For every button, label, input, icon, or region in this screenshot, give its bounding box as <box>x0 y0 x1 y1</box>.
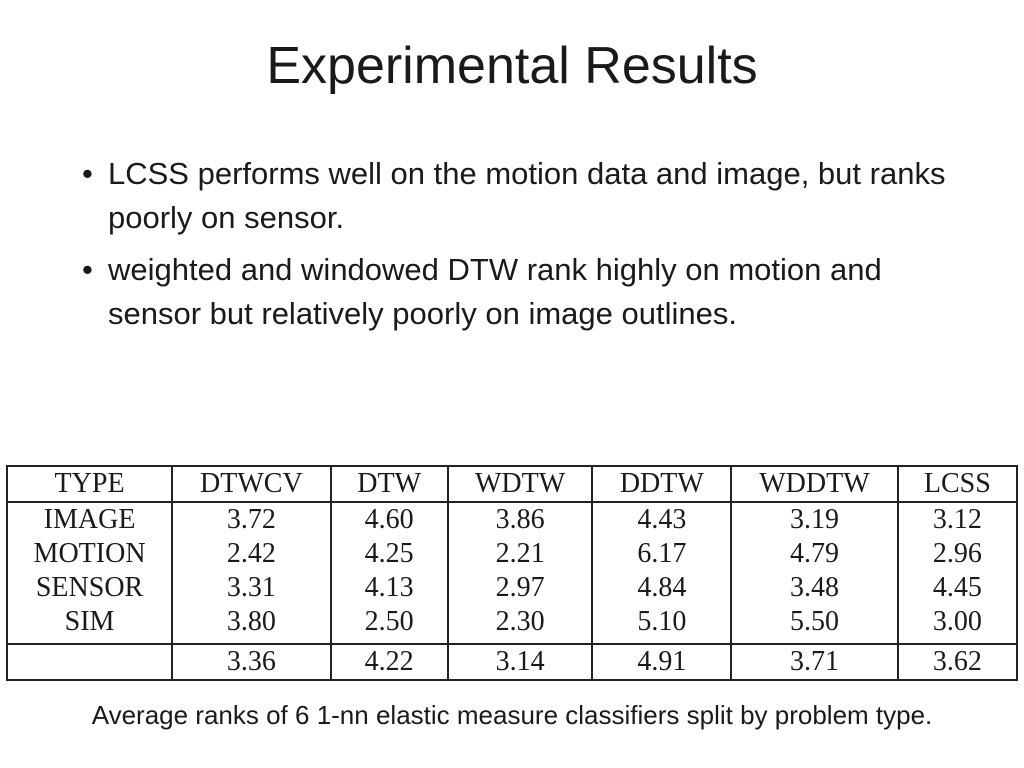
table-cell: 3.31 <box>171 571 332 605</box>
table-row: IMAGE 3.72 4.60 3.86 4.43 3.19 3.12 <box>5 502 1019 537</box>
slide-title: Experimental Results <box>266 37 758 95</box>
table-cell: 3.12 <box>896 502 1019 537</box>
table-cell: 2.97 <box>446 571 594 605</box>
average-cell: 3.62 <box>896 644 1019 680</box>
header-type: TYPE <box>5 466 174 503</box>
table-cell: 4.84 <box>591 571 733 605</box>
header-dtwcv: DTWCV <box>171 466 332 503</box>
table-cell: 4.60 <box>329 502 449 537</box>
table-cell: IMAGE <box>5 502 174 537</box>
header-ddtw: DDTW <box>591 466 733 503</box>
table-row: SIM 3.80 2.50 2.30 5.10 5.50 3.00 <box>5 605 1019 645</box>
table-cell: 2.21 <box>446 537 594 571</box>
table-cell: SIM <box>5 605 174 645</box>
bullet-item: LCSS performs well on the motion data an… <box>80 152 950 240</box>
header-dtw: DTW <box>329 466 449 503</box>
ranks-table: TYPE DTWCV DTW WDTW DDTW WDDTW LCSS IMAG… <box>5 465 1019 681</box>
average-cell: 3.36 <box>171 644 332 680</box>
bullet-item: weighted and windowed DTW rank highly on… <box>80 248 950 336</box>
header-lcss: LCSS <box>896 466 1019 503</box>
table-cell: 5.50 <box>730 605 899 645</box>
table-cell: MOTION <box>5 537 174 571</box>
table-header-row: TYPE DTWCV DTW WDTW DDTW WDDTW LCSS <box>5 466 1019 503</box>
table-cell: 3.19 <box>730 502 899 537</box>
table-cell: 6.17 <box>591 537 733 571</box>
table-cell: 4.43 <box>591 502 733 537</box>
table-cell: 2.30 <box>446 605 594 645</box>
table-cell: 3.86 <box>446 502 594 537</box>
table-cell: 4.79 <box>730 537 899 571</box>
table-cell: 4.13 <box>329 571 449 605</box>
table-cell: 4.25 <box>329 537 449 571</box>
average-cell: 4.91 <box>591 644 733 680</box>
table-caption: Average ranks of 6 1-nn elastic measure … <box>91 700 933 730</box>
table-cell: 4.45 <box>896 571 1019 605</box>
table-cell: 3.00 <box>896 605 1019 645</box>
table-row: MOTION 2.42 4.25 2.21 6.17 4.79 2.96 <box>5 537 1019 571</box>
average-cell: 3.14 <box>446 644 594 680</box>
table-cell: SENSOR <box>5 571 174 605</box>
average-row: 3.36 4.22 3.14 4.91 3.71 3.62 <box>5 644 1019 680</box>
table-cell: 3.80 <box>171 605 332 645</box>
table-row: SENSOR 3.31 4.13 2.97 4.84 3.48 4.45 <box>5 571 1019 605</box>
average-cell: 3.71 <box>730 644 899 680</box>
table-cell: 5.10 <box>591 605 733 645</box>
table-cell: 2.50 <box>329 605 449 645</box>
average-cell: 4.22 <box>329 644 449 680</box>
table-cell: 3.48 <box>730 571 899 605</box>
header-wdtw: WDTW <box>446 466 594 503</box>
table-cell: 2.96 <box>896 537 1019 571</box>
table-cell: 3.72 <box>171 502 332 537</box>
table-cell: 2.42 <box>171 537 332 571</box>
bullet-list: LCSS performs well on the motion data an… <box>80 152 950 344</box>
average-cell <box>5 644 174 680</box>
header-wddtw: WDDTW <box>730 466 899 503</box>
